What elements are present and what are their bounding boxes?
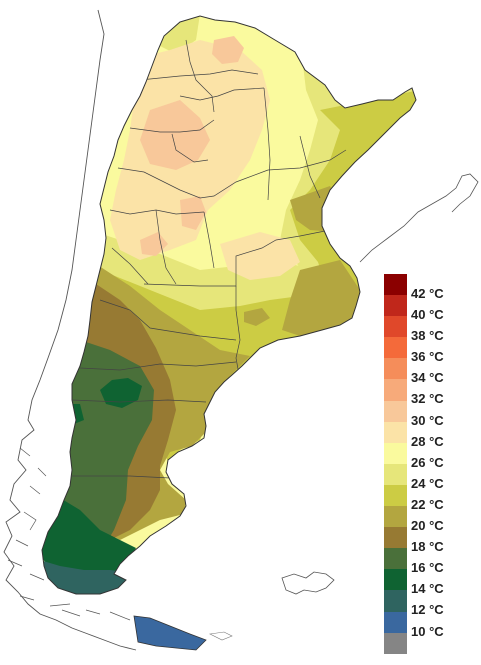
legend-row: 42 °C [384, 274, 474, 301]
legend-row: 14 °C [384, 569, 474, 596]
tierra-del-fuego [133, 615, 207, 651]
legend-label: 26 °C [411, 454, 444, 470]
chile-islands [7, 447, 131, 621]
legend-swatch [384, 484, 407, 507]
legend-row: 18 °C [384, 527, 474, 554]
legend-label: 28 °C [411, 433, 444, 449]
legend-label: 18 °C [411, 539, 444, 555]
temperature-zone [220, 232, 300, 280]
legend-row: 26 °C [384, 442, 474, 469]
legend-row: 10 °C [384, 611, 474, 638]
legend-label: 12 °C [411, 602, 444, 618]
temperature-zone [212, 36, 244, 64]
province-borders [70, 39, 347, 479]
legend-swatch [384, 569, 407, 591]
legend-row: 12 °C [384, 590, 474, 617]
temperature-legend: 42 °C 40 °C 38 °C 36 °C 34 °C 32 °C 30 °C 28 °C… [384, 274, 474, 654]
legend-swatch [384, 379, 407, 401]
falkland-islands [281, 571, 335, 595]
legend-row: 38 °C [384, 316, 474, 343]
legend-swatch [384, 316, 407, 338]
uruguay-coast [359, 173, 479, 263]
legend-row: 32 °C [384, 379, 474, 406]
legend-swatch [384, 358, 407, 380]
legend-row: 16 °C [384, 548, 474, 575]
temperature-zone [42, 560, 128, 594]
chile-coastline [3, 9, 137, 651]
legend-row: 40 °C [384, 295, 474, 322]
legend-row: 28 °C [384, 421, 474, 448]
legend-row: 30 °C [384, 400, 474, 427]
temperature-zone [244, 308, 270, 326]
legend-swatch [384, 337, 407, 359]
legend-label: 20 °C [411, 518, 444, 534]
legend-label: 34 °C [411, 370, 444, 386]
legend-row [384, 632, 474, 654]
temperature-zone [210, 398, 234, 416]
legend-swatch [384, 421, 407, 443]
legend-label: 14 °C [411, 581, 444, 597]
legend-label: 22 °C [411, 496, 444, 512]
legend-swatch [384, 463, 407, 485]
legend-swatch [384, 590, 407, 612]
legend-label: 32 °C [411, 391, 444, 407]
legend-label: 24 °C [411, 475, 444, 491]
temperature-zone [42, 498, 136, 580]
temperature-zone [140, 232, 168, 256]
south-georgia [209, 631, 233, 641]
legend-label: 40 °C [411, 307, 444, 323]
legend-row: 20 °C [384, 506, 474, 533]
legend-label: 30 °C [411, 412, 444, 428]
legend-swatch [384, 548, 407, 570]
legend-label: 10 °C [411, 623, 444, 639]
legend-swatch [384, 400, 407, 422]
legend-swatch [384, 442, 407, 464]
legend-label: 36 °C [411, 349, 444, 365]
legend-swatch [384, 611, 407, 633]
legend-swatch [384, 506, 407, 528]
legend-label: 16 °C [411, 560, 444, 576]
legend-swatch [384, 295, 407, 317]
legend-label: 42 °C [411, 286, 444, 301]
legend-swatch [384, 274, 407, 296]
legend-row: 36 °C [384, 337, 474, 364]
legend-swatch [384, 527, 407, 549]
temperature-zone [282, 260, 360, 336]
temperature-zone [140, 100, 210, 170]
temperature-zone [100, 378, 142, 408]
legend-row: 22 °C [384, 484, 474, 511]
legend-label: 38 °C [411, 328, 444, 344]
legend-row: 24 °C [384, 463, 474, 490]
legend-row: 34 °C [384, 358, 474, 385]
legend-swatch [384, 632, 407, 654]
